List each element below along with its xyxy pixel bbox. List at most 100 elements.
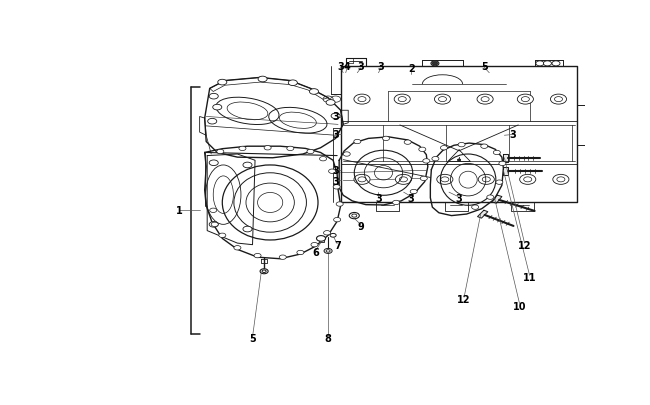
- Circle shape: [419, 148, 426, 152]
- Circle shape: [404, 141, 411, 145]
- Text: 2: 2: [408, 64, 415, 74]
- Text: 4: 4: [344, 62, 350, 72]
- Text: 3: 3: [332, 176, 339, 186]
- Circle shape: [234, 246, 241, 250]
- Text: 3: 3: [332, 129, 339, 139]
- Text: 10: 10: [513, 301, 526, 311]
- Circle shape: [487, 196, 494, 200]
- Polygon shape: [503, 155, 508, 162]
- Circle shape: [394, 95, 410, 105]
- Circle shape: [354, 95, 370, 105]
- Circle shape: [354, 175, 370, 185]
- Circle shape: [552, 175, 569, 185]
- Text: 3: 3: [510, 129, 516, 139]
- Circle shape: [209, 94, 218, 100]
- Circle shape: [517, 95, 534, 105]
- Circle shape: [254, 254, 261, 258]
- Circle shape: [496, 181, 503, 185]
- Text: 3: 3: [408, 193, 415, 203]
- Circle shape: [477, 95, 493, 105]
- Text: 3: 3: [332, 165, 339, 175]
- Circle shape: [393, 201, 400, 205]
- Text: 3: 3: [358, 62, 364, 72]
- Circle shape: [297, 251, 304, 255]
- Circle shape: [330, 234, 336, 238]
- Circle shape: [536, 62, 544, 67]
- Text: 3: 3: [337, 62, 344, 72]
- Text: 5: 5: [481, 62, 488, 72]
- Circle shape: [481, 145, 488, 149]
- Circle shape: [239, 147, 246, 151]
- Circle shape: [333, 185, 340, 190]
- Circle shape: [422, 159, 430, 164]
- Circle shape: [258, 77, 267, 83]
- Polygon shape: [491, 196, 502, 204]
- Circle shape: [243, 227, 252, 232]
- Text: 3: 3: [332, 112, 339, 122]
- Text: 1: 1: [176, 206, 183, 216]
- Circle shape: [331, 114, 340, 119]
- Circle shape: [354, 140, 361, 144]
- Circle shape: [410, 190, 417, 194]
- Circle shape: [543, 62, 551, 67]
- Circle shape: [264, 146, 271, 151]
- Circle shape: [243, 163, 252, 168]
- Circle shape: [324, 231, 331, 235]
- Circle shape: [326, 100, 335, 106]
- Circle shape: [287, 147, 294, 151]
- Text: 7: 7: [335, 240, 341, 250]
- Circle shape: [552, 62, 560, 67]
- Circle shape: [472, 205, 478, 210]
- Circle shape: [493, 151, 501, 155]
- Circle shape: [211, 223, 218, 227]
- Circle shape: [317, 236, 326, 242]
- Circle shape: [395, 175, 411, 185]
- Circle shape: [311, 243, 318, 247]
- Circle shape: [260, 269, 268, 274]
- Text: 9: 9: [358, 222, 364, 231]
- Text: 8: 8: [324, 334, 332, 343]
- Circle shape: [216, 150, 224, 154]
- Circle shape: [289, 81, 297, 86]
- Circle shape: [499, 162, 506, 166]
- Circle shape: [208, 119, 216, 125]
- Circle shape: [213, 105, 222, 111]
- Circle shape: [432, 157, 439, 162]
- Text: 11: 11: [523, 273, 536, 283]
- Circle shape: [307, 150, 314, 154]
- Circle shape: [478, 175, 495, 185]
- Circle shape: [280, 256, 286, 260]
- Circle shape: [333, 218, 341, 222]
- Polygon shape: [503, 168, 508, 175]
- Circle shape: [432, 63, 437, 66]
- Circle shape: [324, 249, 332, 254]
- Circle shape: [458, 143, 465, 147]
- Circle shape: [209, 222, 218, 228]
- Circle shape: [320, 157, 326, 162]
- Circle shape: [209, 160, 218, 166]
- Circle shape: [210, 209, 216, 213]
- Circle shape: [551, 95, 567, 105]
- Circle shape: [382, 137, 389, 141]
- Circle shape: [431, 62, 439, 67]
- Text: 3: 3: [378, 62, 384, 72]
- Circle shape: [519, 175, 536, 185]
- Circle shape: [343, 152, 350, 157]
- Circle shape: [434, 95, 450, 105]
- Circle shape: [437, 175, 453, 185]
- Circle shape: [336, 202, 343, 207]
- Circle shape: [441, 146, 447, 151]
- Text: 6: 6: [312, 248, 319, 258]
- Circle shape: [349, 213, 359, 219]
- Circle shape: [218, 80, 227, 86]
- Bar: [318, 239, 324, 243]
- Polygon shape: [478, 211, 488, 219]
- Circle shape: [421, 177, 427, 181]
- Text: 12: 12: [458, 295, 471, 305]
- Text: 3: 3: [456, 193, 462, 203]
- Text: 3: 3: [375, 193, 382, 203]
- Circle shape: [219, 234, 226, 238]
- Circle shape: [309, 90, 318, 95]
- Text: 12: 12: [518, 240, 531, 250]
- Text: 5: 5: [249, 334, 256, 343]
